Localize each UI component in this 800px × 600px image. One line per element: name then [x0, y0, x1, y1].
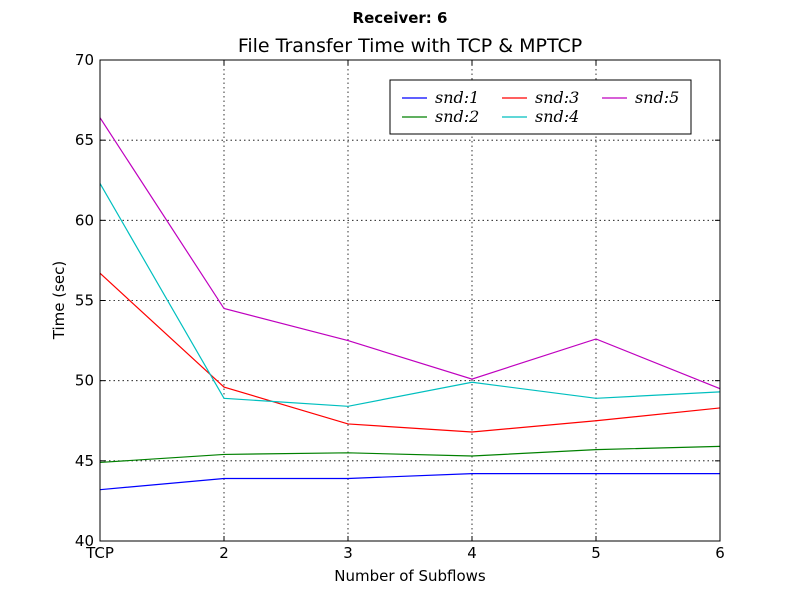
y-tick-label: 60 [75, 211, 94, 229]
y-tick-label: 55 [75, 292, 94, 310]
y-tick-label: 50 [75, 372, 94, 390]
series-line-snd-2 [99, 445, 721, 464]
grid [100, 60, 720, 541]
chart-suptitle: Receiver: 6 [353, 9, 448, 27]
series-line-snd-3 [99, 272, 721, 433]
legend-label: snd:5 [635, 88, 679, 107]
legend-label: snd:1 [435, 88, 479, 107]
y-axis-label: Time (sec) [50, 261, 68, 340]
series-lines [99, 117, 721, 491]
series-line-snd-5 [99, 117, 721, 390]
x-axis-label: Number of Subflows [334, 567, 486, 585]
series-line-snd-1 [99, 473, 720, 491]
legend-box [389, 79, 692, 135]
legend-label: snd:2 [435, 107, 479, 126]
x-tick-label: 4 [467, 544, 477, 562]
legend-label: snd:3 [535, 88, 579, 107]
legend-label: snd:4 [535, 107, 579, 126]
x-tick-label: 3 [343, 544, 353, 562]
x-tick-label: TCP [85, 544, 114, 562]
x-tick-label: 5 [591, 544, 601, 562]
y-tick-label: 65 [75, 131, 94, 149]
y-tick-label: 45 [75, 452, 94, 470]
y-tick-label: 70 [75, 51, 94, 69]
chart-title: File Transfer Time with TCP & MPTCP [238, 35, 582, 57]
x-tick-label: 6 [715, 544, 725, 562]
x-tick-label: 2 [219, 544, 229, 562]
series-line-snd-4 [99, 183, 721, 407]
y-tick-label: 40 [75, 532, 94, 550]
